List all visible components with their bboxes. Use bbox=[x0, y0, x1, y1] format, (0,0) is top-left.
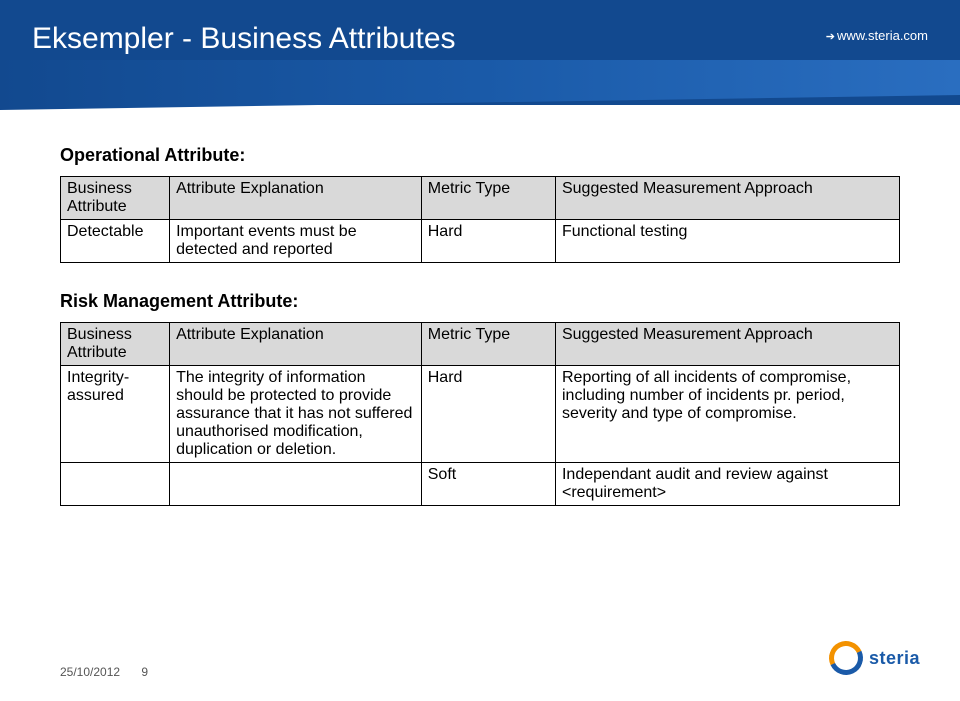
section1-heading: Operational Attribute: bbox=[60, 145, 900, 166]
table-row: Soft Independant audit and review agains… bbox=[61, 463, 900, 506]
header-bar: Eksempler - Business Attributes www.ster… bbox=[0, 0, 960, 105]
col-header-business-attribute: Business Attribute bbox=[61, 323, 170, 366]
cell-explanation bbox=[170, 463, 422, 506]
logo-swirl-icon bbox=[829, 641, 863, 675]
header-diagonal-strip bbox=[0, 60, 960, 110]
cell-explanation: The integrity of information should be p… bbox=[170, 366, 422, 463]
col-header-metric-type: Metric Type bbox=[421, 177, 555, 220]
risk-management-table: Business Attribute Attribute Explanation… bbox=[60, 322, 900, 506]
col-header-explanation: Attribute Explanation bbox=[170, 323, 422, 366]
content-area: Operational Attribute: Business Attribut… bbox=[0, 105, 960, 506]
col-header-explanation: Attribute Explanation bbox=[170, 177, 422, 220]
cell-metric: Hard bbox=[421, 366, 555, 463]
col-header-approach: Suggested Measurement Approach bbox=[555, 177, 899, 220]
operational-attribute-table: Business Attribute Attribute Explanation… bbox=[60, 176, 900, 263]
steria-logo: steria bbox=[829, 641, 920, 675]
footer-page-number: 9 bbox=[141, 665, 148, 679]
table-row: Integrity-assured The integrity of infor… bbox=[61, 366, 900, 463]
cell-approach: Reporting of all incidents of compromise… bbox=[555, 366, 899, 463]
cell-approach: Independant audit and review against <re… bbox=[555, 463, 899, 506]
section2-heading: Risk Management Attribute: bbox=[60, 291, 900, 312]
col-header-approach: Suggested Measurement Approach bbox=[555, 323, 899, 366]
cell-approach: Functional testing bbox=[555, 220, 899, 263]
cell-explanation: Important events must be detected and re… bbox=[170, 220, 422, 263]
footer-date: 25/10/2012 bbox=[60, 665, 120, 679]
footer: 25/10/2012 9 bbox=[60, 665, 148, 679]
slide-title: Eksempler - Business Attributes bbox=[0, 0, 960, 56]
table-header-row: Business Attribute Attribute Explanation… bbox=[61, 177, 900, 220]
logo-text: steria bbox=[869, 648, 920, 669]
url-badge: www.steria.com bbox=[826, 28, 928, 43]
cell-attribute bbox=[61, 463, 170, 506]
cell-metric: Soft bbox=[421, 463, 555, 506]
cell-metric: Hard bbox=[421, 220, 555, 263]
table-header-row: Business Attribute Attribute Explanation… bbox=[61, 323, 900, 366]
table-row: Detectable Important events must be dete… bbox=[61, 220, 900, 263]
cell-attribute: Integrity-assured bbox=[61, 366, 170, 463]
col-header-business-attribute: Business Attribute bbox=[61, 177, 170, 220]
col-header-metric-type: Metric Type bbox=[421, 323, 555, 366]
cell-attribute: Detectable bbox=[61, 220, 170, 263]
